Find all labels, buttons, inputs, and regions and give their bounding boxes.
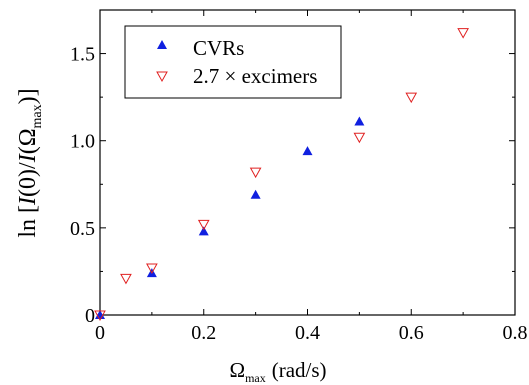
data-point-series-0 (354, 116, 365, 126)
data-point-series-1 (249, 167, 262, 179)
y-axis-label-suffix: )] (15, 88, 41, 104)
data-point-series-1 (146, 263, 158, 274)
x-axis-label-subscript: max (245, 371, 266, 385)
x-tick-label: 0 (95, 322, 105, 344)
legend-label-cvrs: CVRs (193, 36, 244, 60)
y-axis-label-prefix: ln [ (15, 205, 41, 238)
x-axis-ticks: 0 0.2 0.4 0.6 0.8 (95, 10, 528, 344)
data-point-series-1 (353, 132, 366, 144)
data-point-series-1 (197, 219, 210, 231)
legend-box (124, 25, 342, 99)
data-point-series-1 (94, 310, 106, 322)
legend-marker-excimers (156, 71, 168, 83)
data-point-series-1 (405, 92, 418, 104)
data-point-series-0 (302, 146, 313, 156)
svg-text:ln [I(0)/I(Ωmax)]: ln [I(0)/I(Ωmax)] (15, 88, 45, 237)
x-tick-label: 0.2 (191, 322, 216, 344)
y-tick-label: 1.0 (70, 131, 95, 153)
y-axis-label-subscript: max (30, 104, 45, 128)
x-tick-label: 0.6 (399, 322, 424, 344)
x-tick-label: 0.4 (295, 322, 320, 344)
data-point-series-0 (198, 226, 209, 236)
x-axis-label-omega: Ω (229, 358, 245, 382)
data-point-series-1 (457, 28, 469, 39)
svg-text:Ωmax(rad/s): Ωmax (rad/s) (229, 358, 326, 385)
y-axis-label-omega: (Ω (15, 128, 41, 154)
x-tick-label: 0.8 (503, 322, 528, 344)
y-axis-label-i: I (15, 153, 41, 163)
y-tick-label: 0 (85, 305, 95, 327)
y-axis-ticks: 0 0.5 1.0 1.5 (70, 44, 515, 327)
data-point-series-1 (120, 273, 132, 285)
x-axis-label-unit: (rad/s) (272, 358, 327, 382)
data-points (94, 28, 469, 322)
y-tick-label: 1.5 (70, 44, 95, 66)
legend-label-excimers: 2.7 × excimers (193, 64, 317, 88)
x-axis-label: Ωmax (rad/s) (229, 358, 326, 385)
y-axis-label-i0: I (15, 196, 41, 206)
y-axis-label: ln [I(0)/I(Ωmax)] (15, 88, 45, 237)
y-axis-label-mid: (0)/ (15, 162, 41, 197)
legend: CVRs 2.7 × excimers (124, 25, 342, 99)
data-point-series-0 (95, 310, 105, 319)
data-point-series-0 (250, 189, 261, 199)
legend-marker-cvrs (157, 40, 167, 49)
y-tick-label: 0.5 (70, 218, 95, 240)
